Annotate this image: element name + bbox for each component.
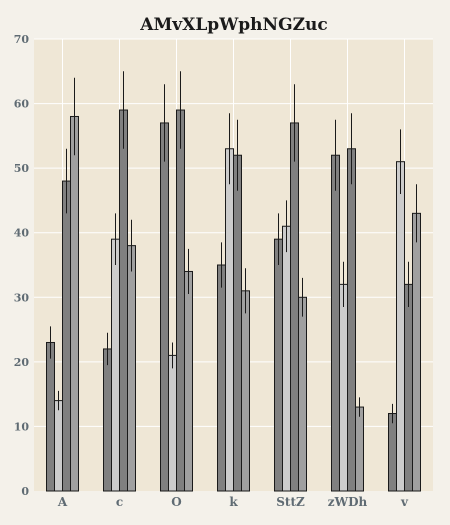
bar [168, 354, 177, 492]
bar [274, 238, 283, 492]
y-tick-label: 70 [14, 33, 30, 46]
bar [54, 400, 63, 492]
bar [70, 115, 79, 492]
x-tick-label: c [116, 495, 123, 509]
y-tick-label: 40 [14, 227, 30, 240]
y-tick-label: 0 [21, 485, 29, 498]
bar [355, 406, 364, 492]
bar [396, 161, 405, 492]
bar [241, 290, 250, 492]
y-tick-label: 30 [14, 291, 30, 304]
bar [119, 109, 128, 492]
bar [62, 180, 71, 492]
x-tick-label: zWDh [328, 495, 368, 509]
bar [290, 122, 299, 492]
bar [46, 341, 55, 492]
bar [127, 245, 136, 492]
bar [233, 154, 242, 492]
bar [298, 296, 307, 492]
bar [176, 109, 185, 492]
bar [225, 148, 234, 492]
bar [103, 348, 112, 492]
bar [339, 283, 348, 492]
bar [388, 413, 397, 492]
y-tick-label: 10 [14, 420, 30, 433]
bar [347, 148, 356, 492]
bar [404, 283, 413, 492]
error-bars [50, 71, 417, 424]
bar [217, 264, 226, 492]
x-tick-label: SttZ [276, 495, 305, 509]
bar [282, 225, 291, 492]
y-tick-label: 50 [14, 162, 30, 175]
y-tick-label: 60 [14, 98, 30, 111]
bar [331, 154, 340, 492]
bars [46, 109, 421, 492]
x-tick-label: v [400, 495, 409, 509]
x-tick-label: k [229, 495, 238, 509]
x-tick-label: O [171, 495, 181, 509]
bar [111, 238, 120, 492]
bar [412, 212, 421, 492]
chart-title: AMvXLpWphNGZuc [139, 15, 327, 35]
bar [184, 270, 193, 492]
bar [160, 122, 169, 492]
y-tick-label: 20 [14, 356, 30, 369]
x-tick-label: A [57, 495, 68, 509]
y-axis-ticks: 0 10 20 30 40 50 60 70 [14, 33, 30, 498]
